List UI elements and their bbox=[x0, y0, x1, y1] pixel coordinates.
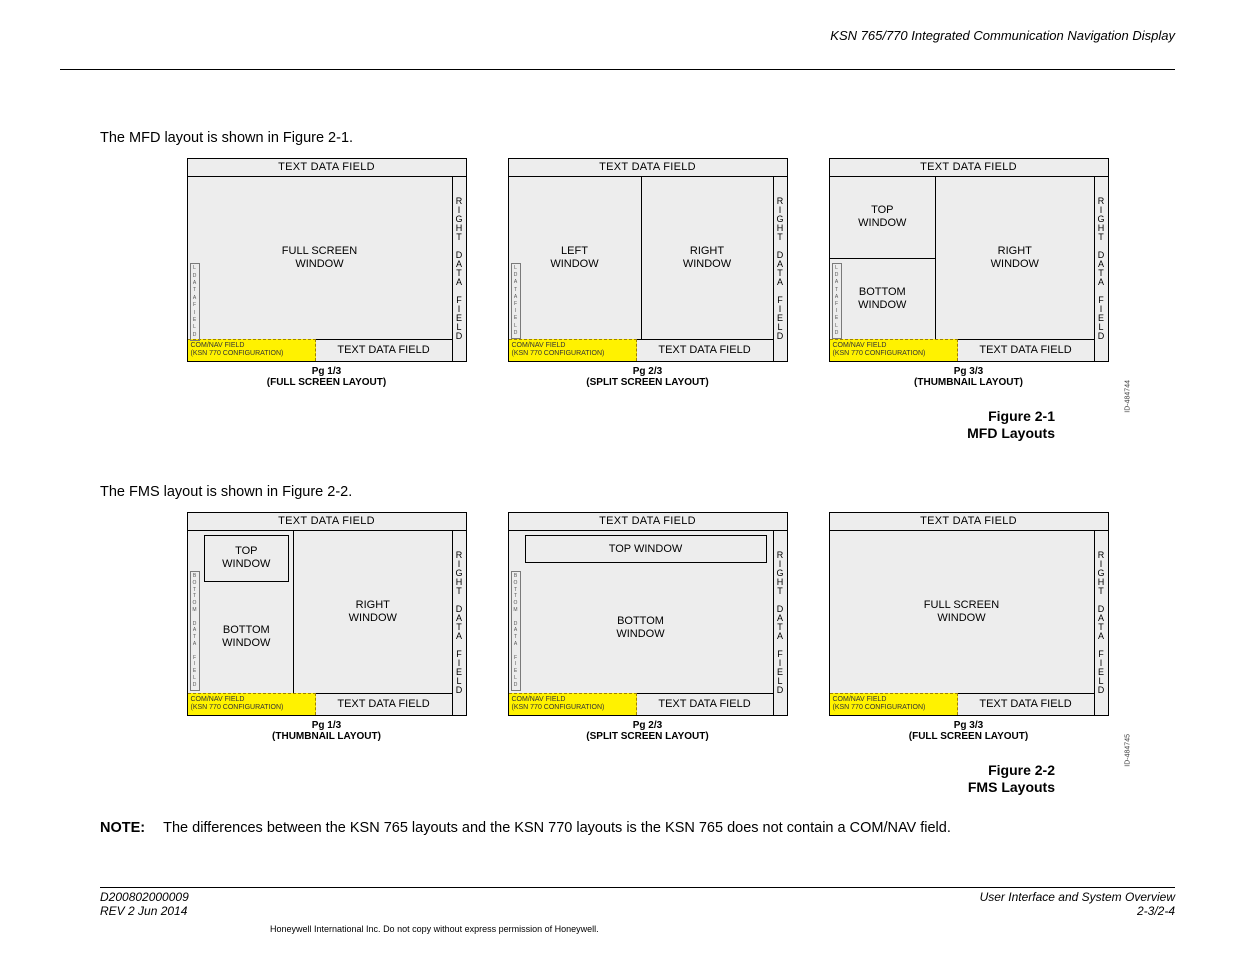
bottom-window-label: BOTTOMWINDOW bbox=[858, 286, 906, 312]
panel-caption: Pg 3/3(THUMBNAIL LAYOUT) bbox=[914, 366, 1023, 388]
full-screen-window-label: FULL SCREENWINDOW bbox=[282, 245, 357, 271]
figure-id: ID-484745 bbox=[1125, 734, 1132, 767]
comnav-field: COM/NAV FIELD(KSN 770 CONFIGURATION) bbox=[509, 693, 637, 715]
right-data-strip: RIGHT DATA FIELD bbox=[1094, 177, 1108, 361]
comnav-field: COM/NAV FIELD(KSN 770 CONFIGURATION) bbox=[830, 693, 958, 715]
figure-2-1-row: TEXT DATA FIELD LDATAFIELD FULL SCREENWI… bbox=[120, 158, 1175, 388]
bottom-window-label: BOTTOMWINDOW bbox=[222, 624, 270, 650]
figure-2-2-row: TEXT DATA FIELD BOTTOM DATA FIELD TOPWIN… bbox=[120, 512, 1175, 742]
note-label: NOTE: bbox=[100, 820, 145, 836]
top-window-label: TOPWINDOW bbox=[222, 545, 270, 571]
footer-right: User Interface and System Overview2-3/2-… bbox=[980, 890, 1175, 918]
left-data-strip: LDATAFIELD bbox=[190, 263, 200, 341]
panel-caption: Pg 2/3(SPLIT SCREEN LAYOUT) bbox=[586, 720, 708, 742]
note-row: NOTE: The differences between the KSN 76… bbox=[100, 820, 1175, 836]
footer-copyright: Honeywell International Inc. Do not copy… bbox=[190, 924, 1175, 934]
right-data-strip: RIGHT DATA FIELD bbox=[1094, 531, 1108, 715]
full-screen-window-label: FULL SCREENWINDOW bbox=[924, 599, 999, 625]
top-window-label: TOPWINDOW bbox=[858, 204, 906, 230]
doc-header-title: KSN 765/770 Integrated Communication Nav… bbox=[60, 28, 1175, 43]
panel-caption: Pg 3/3(FULL SCREEN LAYOUT) bbox=[909, 720, 1028, 742]
comnav-field: COM/NAV FIELD(KSN 770 CONFIGURATION) bbox=[188, 693, 316, 715]
panel-caption: Pg 2/3(SPLIT SCREEN LAYOUT) bbox=[586, 366, 708, 388]
right-data-strip: RIGHT DATA FIELD bbox=[452, 531, 466, 715]
bottom-window-label: BOTTOMWINDOW bbox=[616, 615, 664, 641]
tdf-bottom: TEXT DATA FIELD bbox=[958, 693, 1094, 715]
comnav-field: COM/NAV FIELD(KSN 770 CONFIGURATION) bbox=[509, 339, 637, 361]
tdf-bottom: TEXT DATA FIELD bbox=[958, 339, 1094, 361]
tdf-top: TEXT DATA FIELD bbox=[188, 159, 466, 177]
tdf-top: TEXT DATA FIELD bbox=[509, 513, 787, 531]
figure-2-2-caption: Figure 2-2FMS Layouts bbox=[60, 762, 1055, 796]
footer-left: D200802000009REV 2 Jun 2014 bbox=[100, 890, 189, 918]
note-text: The differences between the KSN 765 layo… bbox=[163, 820, 951, 836]
tdf-top: TEXT DATA FIELD bbox=[509, 159, 787, 177]
left-data-strip: LDATAFIELD bbox=[832, 263, 842, 339]
comnav-field: COM/NAV FIELD(KSN 770 CONFIGURATION) bbox=[188, 339, 316, 361]
panel-caption: Pg 1/3(THUMBNAIL LAYOUT) bbox=[272, 720, 381, 742]
top-window-label: TOP WINDOW bbox=[609, 543, 683, 556]
fms-panel-2: TEXT DATA FIELD BOTTOM DATA FIELD TOP WI… bbox=[500, 512, 795, 742]
tdf-top: TEXT DATA FIELD bbox=[830, 513, 1108, 531]
intro-text-2: The FMS layout is shown in Figure 2-2. bbox=[100, 484, 1175, 500]
right-data-strip: RIGHT DATA FIELD bbox=[773, 531, 787, 715]
tdf-bottom: TEXT DATA FIELD bbox=[637, 693, 773, 715]
tdf-top: TEXT DATA FIELD bbox=[830, 159, 1108, 177]
panel-caption: Pg 1/3(FULL SCREEN LAYOUT) bbox=[267, 366, 386, 388]
left-window-label: LEFTWINDOW bbox=[550, 245, 598, 271]
tdf-bottom: TEXT DATA FIELD bbox=[316, 693, 452, 715]
header-rule bbox=[60, 69, 1175, 70]
right-data-strip: RIGHT DATA FIELD bbox=[773, 177, 787, 361]
tdf-bottom: TEXT DATA FIELD bbox=[637, 339, 773, 361]
fms-panel-1: TEXT DATA FIELD BOTTOM DATA FIELD TOPWIN… bbox=[179, 512, 474, 742]
intro-text-1: The MFD layout is shown in Figure 2-1. bbox=[100, 130, 1175, 146]
footer-rule bbox=[100, 887, 1175, 888]
left-data-strip: LDATAFIELD bbox=[511, 263, 521, 339]
bottom-data-strip: BOTTOM DATA FIELD bbox=[190, 571, 200, 691]
mfd-panel-3: TEXT DATA FIELD LDATAFIELD TOPWINDOW BOT… bbox=[821, 158, 1116, 388]
figure-id: ID-484744 bbox=[1125, 380, 1132, 413]
right-window-label: RIGHTWINDOW bbox=[991, 245, 1039, 271]
mfd-panel-2: TEXT DATA FIELD LDATAFIELD LEFTWINDOW RI… bbox=[500, 158, 795, 388]
right-window-label: RIGHTWINDOW bbox=[349, 599, 397, 625]
tdf-top: TEXT DATA FIELD bbox=[188, 513, 466, 531]
right-data-strip: RIGHT DATA FIELD bbox=[452, 177, 466, 361]
right-window-label: RIGHTWINDOW bbox=[683, 245, 731, 271]
mfd-panel-1: TEXT DATA FIELD LDATAFIELD FULL SCREENWI… bbox=[179, 158, 474, 388]
fms-panel-3: TEXT DATA FIELD FULL SCREENWINDOW COM/NA… bbox=[821, 512, 1116, 742]
bottom-data-strip: BOTTOM DATA FIELD bbox=[511, 571, 521, 691]
tdf-bottom: TEXT DATA FIELD bbox=[316, 339, 452, 361]
figure-2-1-caption: Figure 2-1MFD Layouts bbox=[60, 408, 1055, 442]
page-footer: D200802000009REV 2 Jun 2014 User Interfa… bbox=[60, 887, 1175, 934]
comnav-field: COM/NAV FIELD(KSN 770 CONFIGURATION) bbox=[830, 339, 958, 361]
